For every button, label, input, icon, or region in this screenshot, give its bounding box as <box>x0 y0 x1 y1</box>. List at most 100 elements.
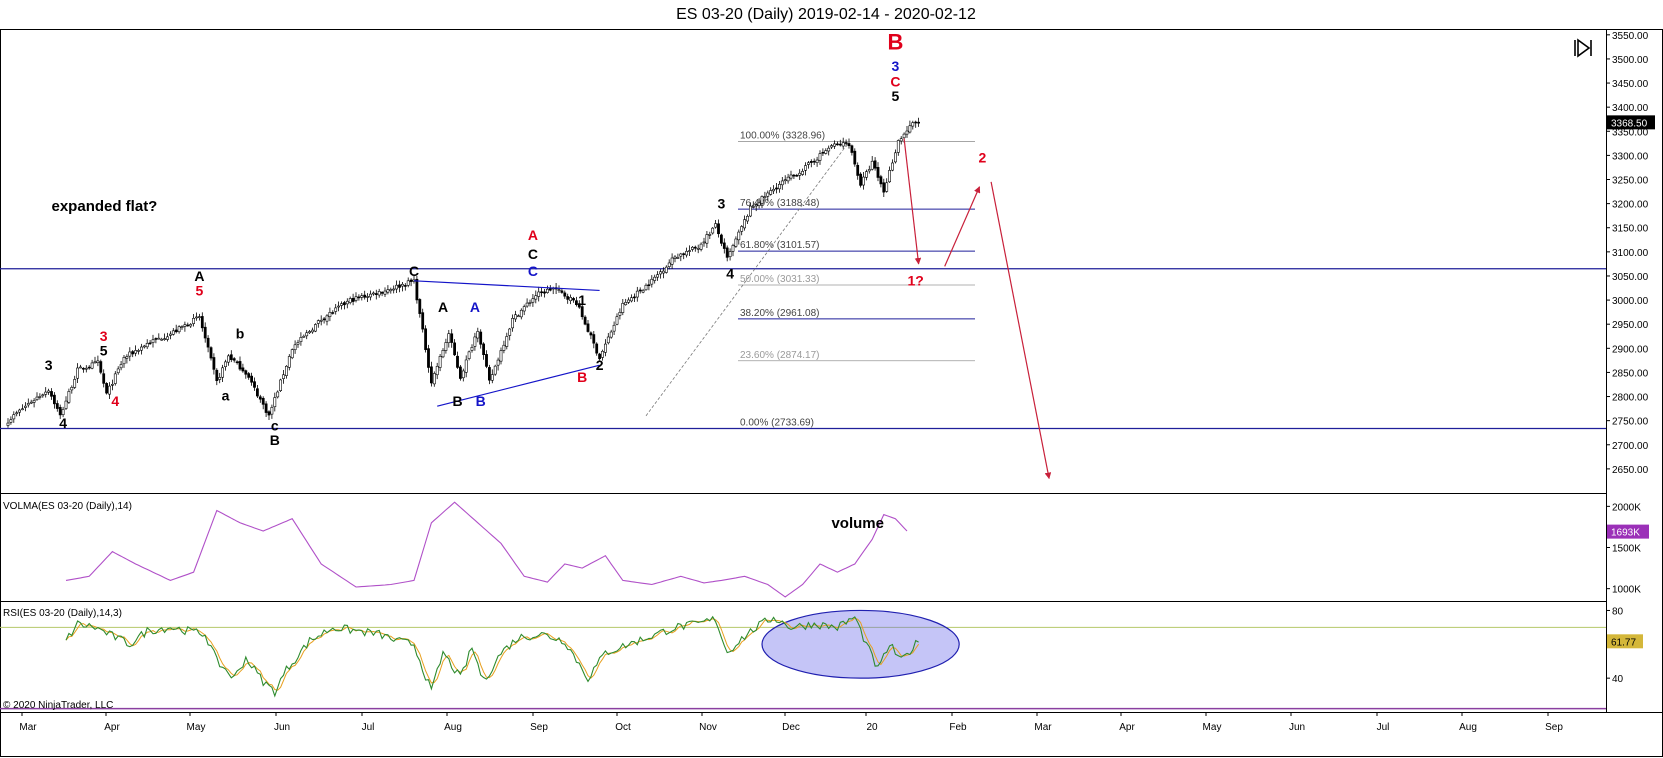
candle-body <box>827 147 831 152</box>
candle-body <box>157 337 161 340</box>
x-axis-label: Apr <box>104 722 120 733</box>
candle-body <box>279 379 283 391</box>
candle-body <box>325 315 329 322</box>
candle-body <box>319 319 323 322</box>
candle-body <box>798 172 802 176</box>
candle-body <box>525 302 529 307</box>
candle-body <box>145 342 149 348</box>
candle-body <box>253 381 256 388</box>
x-axis-label: Mar <box>1034 722 1052 733</box>
last-price-tag <box>1607 115 1655 130</box>
candle-body <box>876 167 880 178</box>
fib-level-label: 100.00% (3328.96) <box>740 130 825 141</box>
candle-body <box>32 400 36 403</box>
candle-body <box>572 298 575 301</box>
wave-label: 1 <box>578 292 586 308</box>
candle-body <box>351 297 355 302</box>
price-panel: 3550.00 3500.00 3450.00 3400.00 3350.00 3300.… <box>0 29 1655 480</box>
candle-body <box>99 361 103 373</box>
candle-body <box>659 271 662 275</box>
candle-body <box>247 373 251 378</box>
rsi-line <box>65 615 919 698</box>
wave-label: 2 <box>979 150 987 166</box>
candle-body <box>383 290 387 295</box>
candle-body <box>772 188 776 192</box>
candle-body <box>514 314 517 320</box>
candle-body <box>287 356 291 368</box>
price-axis-label: 3050.00 <box>1612 272 1649 283</box>
rsi-last-tag <box>1607 634 1643 649</box>
candle-body <box>447 333 451 344</box>
candle-body <box>140 346 143 351</box>
candle-body <box>456 355 459 368</box>
x-axis-label: Sep <box>530 722 548 733</box>
candle-body <box>545 288 549 293</box>
chart-annotation: expanded flat? <box>52 198 158 215</box>
wave-label: A <box>470 299 480 315</box>
candle-body <box>824 150 828 154</box>
candle-body <box>856 164 860 176</box>
price-axis-label: 2950.00 <box>1612 320 1649 331</box>
candle-body <box>357 296 361 299</box>
candle-body <box>574 300 578 305</box>
candle-body <box>780 180 784 186</box>
wave-label: B <box>476 393 486 409</box>
candle-body <box>450 333 454 343</box>
candle-body <box>647 284 651 286</box>
candle-body <box>777 183 781 190</box>
candle-body <box>763 196 767 199</box>
candle-body <box>801 170 805 175</box>
chart-title: ES 03-20 (Daily) 2019-02-14 - 2020-02-12 <box>676 6 976 23</box>
candle-body <box>743 219 747 229</box>
candle-body <box>429 366 433 384</box>
candle-body <box>79 366 82 369</box>
candle-body <box>331 312 335 314</box>
wave-label: A <box>194 268 204 284</box>
candle-body <box>731 245 735 252</box>
x-axis-label: May <box>187 722 206 733</box>
wave-label: b <box>236 326 245 342</box>
fib-level-label: 50.00% (3031.33) <box>740 274 820 285</box>
candle-body <box>490 374 494 381</box>
candle-body <box>519 309 523 318</box>
wave-label: 3 <box>100 328 108 344</box>
rsi-axis-label: 80 <box>1612 606 1624 617</box>
candle-body <box>308 331 312 334</box>
candle-body <box>241 367 245 372</box>
candle-body <box>116 368 120 374</box>
candle-body <box>560 290 564 293</box>
wave-label: B <box>452 393 462 409</box>
candle-body <box>589 332 593 336</box>
candle-body <box>444 342 448 351</box>
candle-body <box>267 411 271 416</box>
candle-body <box>290 349 294 359</box>
candle-body <box>606 336 610 344</box>
wave-label: 5 <box>196 282 204 298</box>
candle-body <box>850 145 854 153</box>
candle-body <box>70 387 74 391</box>
candle-body <box>505 336 509 347</box>
candle-body <box>548 288 552 291</box>
candle-body <box>630 297 633 302</box>
candle-body <box>499 350 503 362</box>
volume-annotation: volume <box>831 515 884 532</box>
candle-body <box>461 370 465 379</box>
wave-trendline <box>413 280 600 292</box>
wave-label: A <box>438 299 448 315</box>
collapse-panel-icon[interactable] <box>1573 38 1593 58</box>
candle-body <box>609 331 613 338</box>
candle-body <box>435 366 439 376</box>
projection-arrow <box>903 138 922 265</box>
price-axis-label: 2700.00 <box>1612 441 1649 452</box>
candle-body <box>896 140 900 153</box>
fib-level-label: 61.80% (3101.57) <box>740 240 820 251</box>
price-axis-label: 2650.00 <box>1612 465 1649 476</box>
candle-body <box>198 316 201 318</box>
candle-body <box>342 302 346 306</box>
candle-body <box>438 356 442 368</box>
candle-body <box>815 159 819 163</box>
candle-body <box>792 174 796 177</box>
wave-label: B <box>887 29 903 54</box>
candle-body <box>427 348 430 368</box>
candle-body <box>261 397 265 405</box>
